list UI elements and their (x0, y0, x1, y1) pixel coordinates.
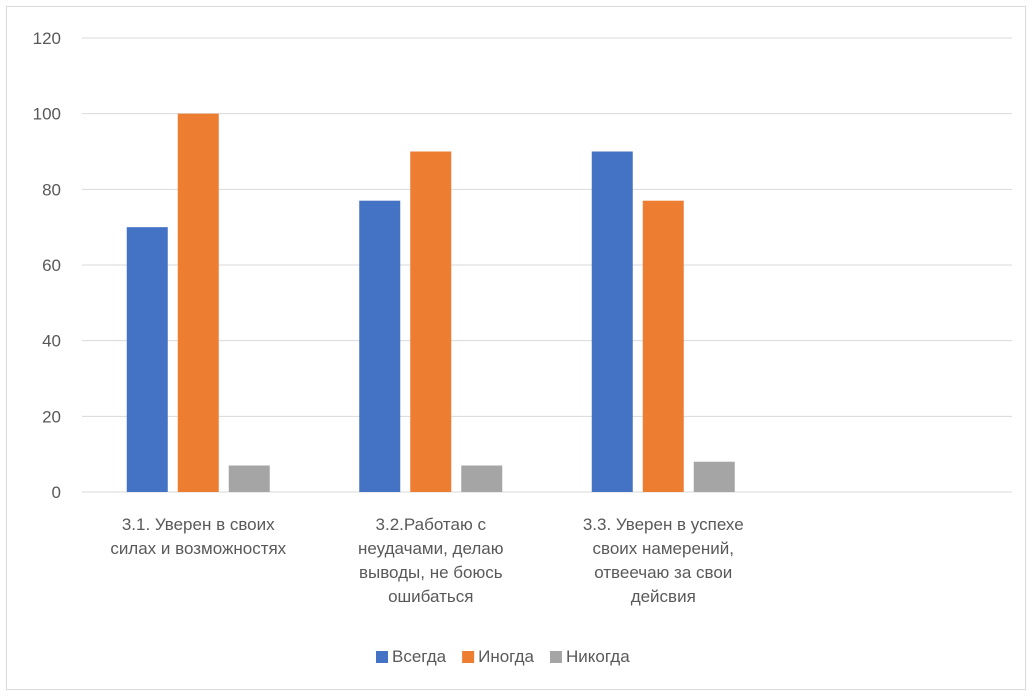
x-category-label-2-line-3: выводы, не боюсь (359, 563, 503, 582)
bar-3-Никогда (694, 462, 735, 492)
bar-1-Всегда (127, 227, 168, 492)
legend-label-Всегда: Всегда (392, 647, 447, 666)
bar-2-Никогда (461, 466, 502, 492)
x-category-label-1-line-1: 3.1. Уверен в своих (122, 515, 275, 534)
x-category-label-3-line-3: отвеечаю за свои (594, 563, 732, 582)
x-category-label-3-line-1: 3.3. Уверен в успехе (583, 515, 744, 534)
y-tick-label-0: 0 (52, 483, 61, 502)
bar-2-Иногда (410, 152, 451, 493)
legend-label-Иногда: Иногда (478, 647, 534, 666)
x-category-label-3-line-2: своих намерений, (592, 539, 734, 558)
bar-3-Всегда (592, 152, 633, 493)
legend: Всегда Иногда Никогда (376, 647, 630, 666)
x-category-label-2-line-4: ошибаться (388, 587, 473, 606)
y-tick-label-80: 80 (42, 180, 61, 199)
y-tick-label-120: 120 (33, 29, 61, 48)
y-tick-label-40: 40 (42, 332, 61, 351)
x-category-label-2-line-2: неудачами, делаю (358, 539, 504, 558)
y-tick-label-60: 60 (42, 256, 61, 275)
bar-1-Никогда (229, 466, 270, 492)
legend-label-Никогда: Никогда (566, 647, 630, 666)
legend-swatch-Всегда (376, 651, 388, 663)
bars (127, 114, 735, 492)
y-tick-label-20: 20 (42, 407, 61, 426)
y-tick-label-100: 100 (33, 105, 61, 124)
gridlines (82, 38, 1012, 492)
x-category-label-3-line-4: дейсвия (631, 587, 696, 606)
bar-2-Всегда (359, 201, 400, 492)
bar-3-Иногда (643, 201, 684, 492)
x-axis-category-labels: 3.1. Уверен в своих силах и возможностях 3… (110, 515, 743, 606)
legend-swatch-Иногда (462, 651, 474, 663)
x-category-label-1-line-2: силах и возможностях (110, 539, 286, 558)
bar-1-Иногда (178, 114, 219, 492)
legend-swatch-Никогда (550, 651, 562, 663)
x-category-label-2-line-1: 3.2.Работаю с (376, 515, 487, 534)
y-axis-tick-labels: 0 20 40 60 80 100 120 (33, 29, 61, 502)
